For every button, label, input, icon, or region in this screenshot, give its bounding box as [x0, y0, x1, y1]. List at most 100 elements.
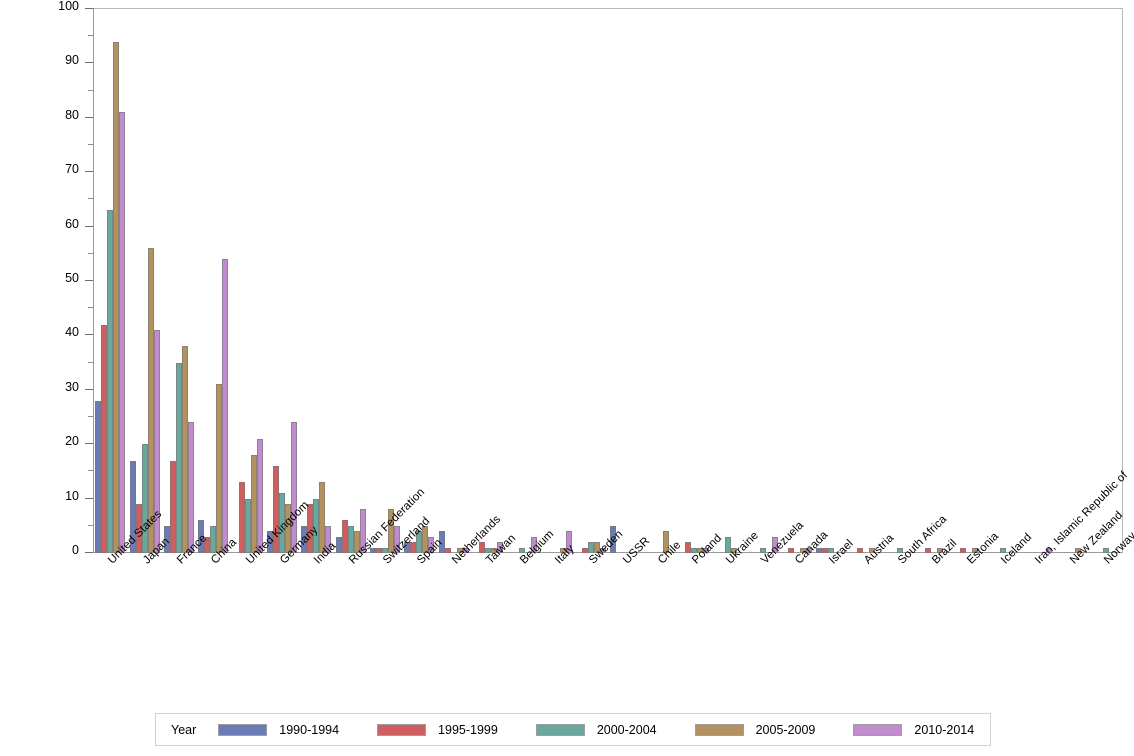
- y-tick-mark: [85, 552, 93, 553]
- y-axis-line: [93, 8, 94, 553]
- bar: [559, 547, 566, 553]
- bar: [456, 547, 463, 553]
- legend-label: 2000-2004: [596, 722, 657, 737]
- bar: [301, 525, 308, 553]
- y-tick-mark: [88, 35, 93, 37]
- bar: [256, 438, 263, 553]
- bar-group: [816, 8, 846, 553]
- bar: [181, 346, 188, 553]
- legend-label: 1995-1999: [438, 722, 498, 737]
- legend-title: Year: [171, 722, 197, 737]
- y-tick-label: 100: [58, 0, 79, 13]
- bar: [169, 460, 176, 553]
- y-tick-mark: [85, 388, 93, 390]
- y-tick-label: 70: [65, 162, 79, 177]
- legend-item[interactable]: 2000-2004: [535, 722, 657, 737]
- legend-swatch: [535, 723, 585, 736]
- bar: [462, 547, 469, 553]
- bar: [278, 493, 285, 553]
- bar: [771, 536, 778, 553]
- bar: [799, 547, 806, 553]
- legend-item[interactable]: 1995-1999: [377, 723, 498, 737]
- bar: [725, 536, 732, 553]
- bar: [1046, 547, 1053, 553]
- bar: [284, 504, 291, 553]
- bar-group: [576, 8, 606, 553]
- bar: [119, 112, 126, 553]
- bar: [1102, 547, 1109, 553]
- bar: [565, 531, 572, 553]
- y-tick-mark: [85, 443, 93, 445]
- legend-label: 2010-2014: [914, 722, 975, 737]
- bar-group: [679, 8, 709, 553]
- bar-group: [507, 8, 538, 553]
- bar-group: [404, 8, 435, 553]
- bar: [478, 542, 485, 553]
- bar: [868, 547, 875, 553]
- bar-group: [95, 8, 126, 553]
- legend-item[interactable]: 2005-2009: [694, 722, 816, 737]
- legend-item[interactable]: 1990-1994: [218, 723, 339, 737]
- y-tick-mark: [85, 62, 93, 64]
- bar-group: [885, 8, 915, 553]
- bar: [187, 422, 194, 553]
- bar: [381, 547, 388, 553]
- y-tick-mark: [85, 8, 93, 9]
- y-tick-mark: [85, 497, 93, 499]
- bar: [787, 547, 794, 553]
- bar: [731, 547, 738, 553]
- y-tick-mark: [85, 116, 93, 118]
- bar: [404, 542, 411, 553]
- legend-swatch: [377, 723, 427, 736]
- bar: [369, 547, 376, 553]
- bar: [101, 324, 108, 553]
- x-axis-line: [93, 552, 1123, 553]
- plot-area: [93, 8, 1123, 553]
- bar: [141, 444, 148, 553]
- bar: [222, 259, 229, 553]
- bar: [325, 525, 332, 553]
- y-tick-label: 10: [65, 488, 79, 503]
- y-tick-label: 60: [65, 216, 79, 231]
- bar: [266, 531, 273, 553]
- legend-item[interactable]: 2010-2014: [853, 723, 974, 737]
- y-tick-mark: [85, 280, 93, 281]
- bar: [410, 542, 417, 553]
- y-tick-label: 0: [72, 543, 79, 557]
- bar: [163, 525, 170, 553]
- y-tick-mark: [88, 307, 93, 309]
- bar-group: [919, 8, 949, 553]
- bar: [828, 547, 835, 553]
- bar-group: [851, 8, 881, 553]
- bar: [198, 520, 205, 553]
- bar: [696, 547, 703, 553]
- bar-group: [748, 8, 778, 553]
- bar: [937, 547, 944, 553]
- bar: [113, 41, 120, 553]
- bar: [335, 536, 342, 553]
- bar: [896, 547, 903, 553]
- bar-group: [233, 8, 263, 553]
- bar: [925, 547, 932, 553]
- bar: [531, 536, 538, 553]
- bar-group: [1022, 8, 1053, 553]
- legend-label: 1990-1994: [279, 722, 340, 737]
- bar: [129, 460, 136, 553]
- bar: [999, 547, 1006, 553]
- y-tick-label: 30: [65, 379, 79, 394]
- bar: [422, 525, 429, 553]
- bar: [581, 547, 588, 553]
- bar: [272, 465, 279, 553]
- bar: [347, 525, 354, 553]
- bar: [816, 547, 823, 553]
- bar: [662, 531, 669, 553]
- legend-label: 2005-2009: [755, 722, 816, 737]
- y-tick-label: 90: [65, 53, 79, 68]
- bar: [971, 547, 978, 553]
- bar: [147, 248, 154, 553]
- bar: [204, 536, 211, 553]
- bar-group: [610, 8, 640, 553]
- bar: [210, 525, 217, 553]
- y-tick-label: 80: [65, 107, 79, 122]
